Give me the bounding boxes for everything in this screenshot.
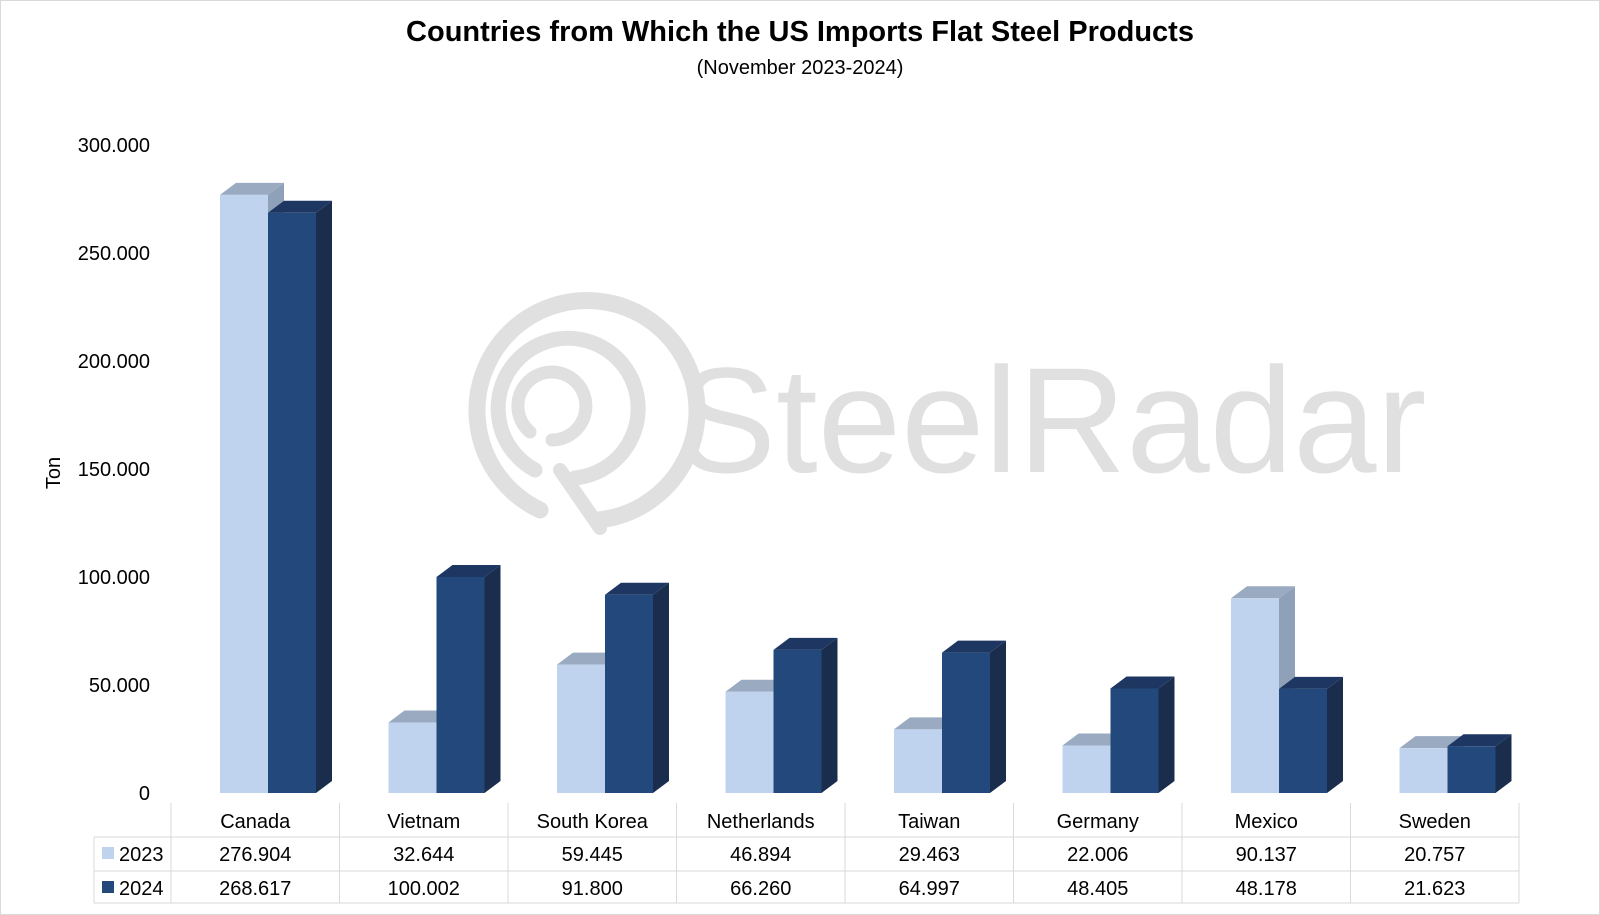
bar-top-face bbox=[1447, 734, 1512, 747]
bar-2024 bbox=[773, 637, 838, 793]
bar-2024 bbox=[1447, 734, 1512, 793]
bar-front-face bbox=[220, 194, 268, 794]
bar-2024 bbox=[436, 564, 501, 793]
bar-front-face bbox=[436, 576, 485, 793]
y-tick-label: 250.000 bbox=[78, 243, 150, 265]
bar-side-face bbox=[653, 582, 669, 793]
bar-2024 bbox=[1110, 676, 1175, 793]
legend-label: 2023 bbox=[119, 844, 164, 866]
bar-side-face bbox=[821, 637, 838, 793]
category-label: Sweden bbox=[1399, 811, 1471, 833]
legend-key-2023: 2023 bbox=[102, 844, 164, 866]
data-label: 48.178 bbox=[1236, 878, 1297, 900]
watermark: SteelRadar bbox=[468, 292, 1426, 535]
bar-front-face bbox=[725, 691, 774, 793]
bar-side-face bbox=[316, 200, 332, 793]
bar-top-face bbox=[1231, 586, 1295, 599]
radar-logo-icon bbox=[468, 292, 706, 535]
bar-top-face bbox=[1279, 676, 1343, 689]
y-axis: 0 50.000 100.000 150.000 200.000 250.000 300.0… bbox=[78, 135, 150, 805]
y-tick-label: 150.000 bbox=[78, 459, 150, 481]
y-tick-label: 200.000 bbox=[78, 351, 150, 373]
bar-side-face bbox=[1495, 734, 1512, 793]
category-label: Vietnam bbox=[387, 811, 460, 833]
legend-swatch bbox=[102, 847, 114, 859]
bar-side-face bbox=[1327, 676, 1343, 793]
bar-front-face bbox=[388, 722, 437, 793]
legend-key-2024: 2024 bbox=[102, 878, 164, 900]
bar-top-face bbox=[220, 182, 284, 195]
bar-front-face bbox=[605, 594, 653, 793]
bar-side-face bbox=[1158, 676, 1175, 793]
bar-2024 bbox=[605, 582, 669, 793]
bar-front-face bbox=[557, 664, 605, 793]
bar-top-face bbox=[605, 582, 669, 595]
bar-side-face bbox=[484, 564, 501, 793]
bar-front-face bbox=[1447, 746, 1496, 793]
bar-front-face bbox=[773, 649, 822, 793]
bar-top-face bbox=[436, 564, 501, 577]
data-label: 90.137 bbox=[1236, 844, 1297, 866]
bars bbox=[220, 182, 1512, 794]
y-axis-title: Ton bbox=[43, 457, 65, 489]
chart-title: Countries from Which the US Imports Flat… bbox=[406, 16, 1194, 48]
watermark-text: SteelRadar bbox=[676, 336, 1426, 504]
data-label: 21.623 bbox=[1404, 878, 1465, 900]
bar-2024 bbox=[268, 200, 332, 793]
bar-top-face bbox=[268, 200, 332, 213]
bar-2024 bbox=[1279, 676, 1343, 793]
y-tick-label: 100.000 bbox=[78, 567, 150, 589]
bar-side-face bbox=[990, 640, 1006, 793]
legend-swatch bbox=[102, 881, 114, 893]
bar-top-face bbox=[773, 637, 838, 650]
category-label: Netherlands bbox=[707, 811, 815, 833]
category-label: Canada bbox=[220, 811, 291, 833]
y-tick-label: 300.000 bbox=[78, 135, 150, 157]
data-label: 100.002 bbox=[388, 878, 460, 900]
data-label: 276.904 bbox=[219, 844, 291, 866]
bar-front-face bbox=[1110, 688, 1159, 793]
bar-front-face bbox=[942, 652, 990, 793]
y-tick-label: 50.000 bbox=[89, 675, 150, 697]
data-label: 268.617 bbox=[219, 878, 291, 900]
data-label: 64.997 bbox=[899, 878, 960, 900]
data-label: 66.260 bbox=[730, 878, 791, 900]
data-label: 59.445 bbox=[562, 844, 623, 866]
bar-front-face bbox=[1279, 688, 1327, 793]
category-label: Germany bbox=[1057, 811, 1139, 833]
category-label: Taiwan bbox=[898, 811, 960, 833]
chart-subtitle: (November 2023-2024) bbox=[696, 57, 904, 79]
data-label: 29.463 bbox=[899, 844, 960, 866]
bar-front-face bbox=[1062, 745, 1111, 793]
legend-label: 2024 bbox=[119, 878, 164, 900]
data-label: 91.800 bbox=[562, 878, 623, 900]
category-label: Mexico bbox=[1235, 811, 1298, 833]
bar-front-face bbox=[1399, 748, 1448, 793]
bar-top-face bbox=[1110, 676, 1175, 689]
y-tick-label: 0 bbox=[139, 783, 150, 805]
bar-front-face bbox=[268, 212, 316, 793]
data-label: 20.757 bbox=[1404, 844, 1465, 866]
bar-top-face bbox=[1399, 736, 1464, 749]
bar-top-face bbox=[942, 640, 1006, 653]
data-label: 46.894 bbox=[730, 844, 791, 866]
data-label: 32.644 bbox=[393, 844, 454, 866]
bar-front-face bbox=[894, 729, 942, 793]
bar-front-face bbox=[1231, 598, 1279, 793]
data-table: Canada Vietnam South Korea Netherlands Taiwa… bbox=[93, 803, 1520, 904]
data-label: 48.405 bbox=[1067, 878, 1128, 900]
data-label: 22.006 bbox=[1067, 844, 1128, 866]
category-label: South Korea bbox=[537, 811, 649, 833]
bar-2024 bbox=[942, 640, 1006, 793]
